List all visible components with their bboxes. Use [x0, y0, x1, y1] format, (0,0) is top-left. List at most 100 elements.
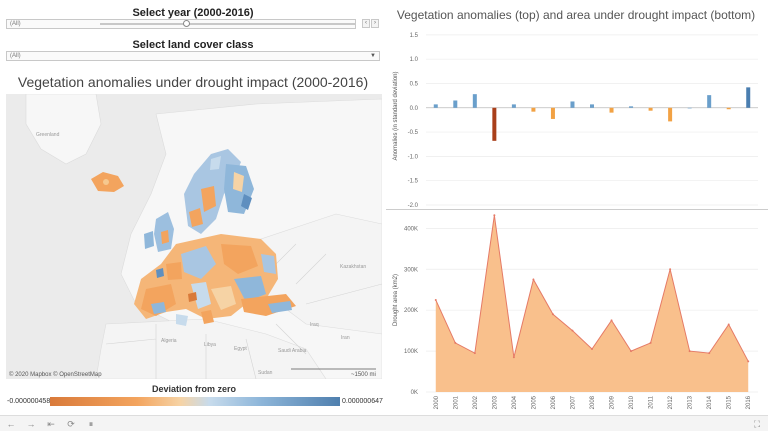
drought-y-tick-label: 100K	[404, 349, 418, 355]
legend-max-label: 0.000000647	[342, 398, 383, 405]
anomaly-drought-chart[interactable]: Anomalies (in standard deviation) Drough…	[386, 0, 768, 415]
continental-europe-region	[134, 234, 296, 326]
drought-point[interactable]	[532, 278, 535, 281]
anomaly-bars	[433, 87, 751, 141]
drought-point[interactable]	[727, 323, 730, 326]
undo-icon[interactable]: ←	[6, 419, 16, 429]
drought-point[interactable]	[571, 329, 574, 332]
anomaly-bar[interactable]	[609, 107, 614, 113]
year-next-button[interactable]: ›	[371, 19, 379, 28]
anomaly-bar[interactable]	[531, 107, 536, 112]
drought-y-tick-label: 400K	[404, 226, 418, 232]
landcover-dropdown[interactable]: (All) ▼	[6, 51, 380, 61]
year-tick-label: 2014	[707, 395, 713, 409]
legend-color-bar	[50, 397, 340, 406]
legend-title: Deviation from zero	[151, 384, 236, 394]
redo-icon[interactable]: →	[26, 419, 36, 429]
year-tick-label: 2011	[649, 395, 655, 409]
drought-point[interactable]	[473, 352, 476, 355]
year-tick-label: 2012	[668, 395, 674, 409]
anomaly-bar[interactable]	[668, 107, 673, 122]
year-prev-button[interactable]: ‹	[362, 19, 370, 28]
year-tick-label: 2008	[590, 395, 596, 409]
anomaly-y-tick-label: 0.0	[410, 106, 419, 112]
anomaly-bar[interactable]	[590, 104, 594, 108]
scandinavia-region	[184, 149, 254, 234]
year-tick-label: 2001	[453, 395, 459, 409]
year-tick-label: 2009	[610, 395, 616, 409]
anomaly-bar[interactable]	[433, 104, 438, 108]
drought-point[interactable]	[688, 350, 691, 353]
year-tick-label: 2000	[434, 395, 440, 409]
drought-area-fill	[435, 215, 749, 392]
drought-point[interactable]	[630, 350, 633, 353]
year-filter-title: Select year (2000-2016)	[132, 7, 254, 19]
map-label-iraq: Iraq	[310, 322, 319, 328]
anomaly-bar[interactable]	[707, 95, 712, 108]
landcover-dropdown-value: (All)	[10, 53, 21, 59]
drought-point[interactable]	[493, 214, 496, 217]
map-label-greenland: Greenland	[36, 132, 60, 138]
refresh-icon[interactable]: ⟳	[67, 419, 75, 429]
drought-point[interactable]	[708, 352, 711, 355]
year-tick-label: 2007	[570, 395, 576, 409]
iceland-region	[91, 172, 124, 192]
legend-min-label: -0.000000458	[7, 398, 51, 405]
anomaly-y-tick-label: -2.0	[408, 203, 419, 209]
drought-y-ticks: 0K 100K 200K 300K 400K	[404, 226, 418, 396]
year-slider-thumb[interactable]	[183, 20, 190, 27]
anomaly-y-tick-label: 1.0	[410, 57, 419, 63]
drought-map[interactable]: Greenland Kazakhstan Iran Iraq Libya Egy…	[6, 94, 382, 379]
anomaly-bar[interactable]	[746, 87, 751, 108]
year-tick-label: 2006	[551, 395, 557, 409]
year-tick-label: 2015	[727, 395, 733, 409]
anomaly-bar[interactable]	[492, 107, 497, 141]
map-label-egypt: Egypt	[234, 346, 247, 352]
anomaly-y-tick-label: -1.5	[408, 179, 419, 185]
map-attribution: © 2020 Mapbox © OpenStreetMap	[9, 371, 102, 378]
anomaly-bar[interactable]	[687, 107, 692, 109]
drought-point[interactable]	[454, 341, 457, 344]
year-tick-label: 2013	[688, 395, 694, 409]
anomaly-bar[interactable]	[570, 101, 575, 108]
map-canvas: Greenland Kazakhstan Iran Iraq Libya Egy…	[9, 94, 382, 379]
drought-y-tick-label: 200K	[404, 308, 418, 314]
bottom-toolbar: ← → ⇤ ⟳ ⏸ ⛶	[0, 415, 768, 431]
drought-point[interactable]	[551, 313, 554, 316]
anomaly-bar[interactable]	[550, 107, 555, 119]
drought-point[interactable]	[591, 348, 593, 351]
anomaly-bar[interactable]	[472, 94, 477, 108]
map-label-kazakhstan: Kazakhstan	[340, 264, 366, 270]
anomaly-bar[interactable]	[726, 107, 731, 110]
anomaly-y-tick-label: 0.5	[410, 81, 419, 87]
drought-point[interactable]	[669, 268, 672, 271]
map-scale-label: ~1500 mi	[351, 372, 376, 378]
anomaly-bar[interactable]	[648, 107, 653, 111]
landcover-filter-title: Select land cover class	[132, 39, 254, 51]
drought-point[interactable]	[610, 319, 613, 322]
anomaly-y-ticks: 1.5 1.0 0.5 0.0 -0.5 -1.0 -1.5 -2.0	[408, 33, 419, 209]
anomaly-bar[interactable]	[511, 104, 516, 108]
drought-y-axis-label: Drought area (km2)	[393, 274, 399, 326]
drought-point[interactable]	[649, 341, 652, 344]
year-tick-label: 2004	[512, 395, 518, 409]
drought-point[interactable]	[747, 360, 750, 363]
drought-area	[434, 214, 750, 392]
anomaly-bar[interactable]	[629, 106, 634, 108]
drought-point[interactable]	[512, 356, 515, 359]
anomaly-y-tick-label: -1.0	[408, 154, 419, 160]
year-slider-track[interactable]	[100, 23, 355, 25]
fullscreen-icon[interactable]: ⛶	[753, 419, 761, 429]
map-label-algeria: Algeria	[161, 338, 177, 344]
map-label-libya: Libya	[204, 342, 216, 348]
pause-icon[interactable]: ⏸	[88, 419, 94, 429]
year-tick-label: 2005	[531, 395, 537, 409]
map-label-iran: Iran	[341, 335, 350, 341]
drought-y-tick-label: 0K	[411, 390, 418, 396]
drought-y-tick-label: 300K	[404, 267, 418, 273]
revert-icon[interactable]: ⇤	[47, 419, 55, 429]
chart-title: Vegetation anomalies (top) and area unde…	[396, 8, 756, 22]
year-tick-label: 2016	[746, 395, 752, 409]
drought-point[interactable]	[434, 298, 437, 301]
anomaly-bar[interactable]	[453, 100, 458, 108]
